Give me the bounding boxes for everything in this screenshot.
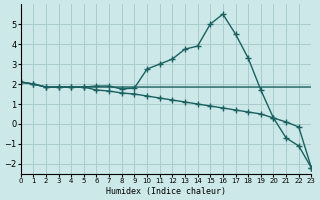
X-axis label: Humidex (Indice chaleur): Humidex (Indice chaleur) (106, 187, 226, 196)
